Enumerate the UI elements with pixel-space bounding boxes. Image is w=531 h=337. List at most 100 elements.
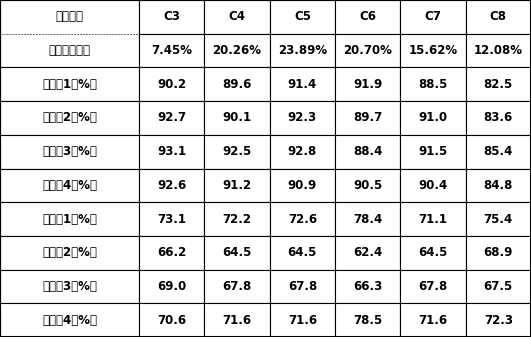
Text: 93.1: 93.1 xyxy=(157,145,186,158)
Text: 90.2: 90.2 xyxy=(157,78,186,91)
Bar xyxy=(0,135,139,168)
Text: 实施例1（%）: 实施例1（%） xyxy=(42,78,97,91)
Text: 83.6: 83.6 xyxy=(484,112,513,124)
Bar xyxy=(400,0,466,34)
Bar xyxy=(0,0,139,67)
Bar xyxy=(204,34,270,67)
Text: 90.5: 90.5 xyxy=(353,179,382,192)
Text: 89.6: 89.6 xyxy=(222,78,252,91)
Bar xyxy=(270,303,335,337)
Text: 88.4: 88.4 xyxy=(353,145,382,158)
Bar xyxy=(139,236,204,270)
Bar xyxy=(270,168,335,202)
Text: 12.08%: 12.08% xyxy=(474,44,523,57)
Text: 91.0: 91.0 xyxy=(418,112,448,124)
Bar xyxy=(335,135,400,168)
Text: 23.89%: 23.89% xyxy=(278,44,327,57)
Bar xyxy=(466,135,531,168)
Bar xyxy=(270,270,335,303)
Bar xyxy=(466,101,531,135)
Bar xyxy=(270,0,335,34)
Bar xyxy=(0,270,139,303)
Bar xyxy=(0,303,139,337)
Bar xyxy=(400,202,466,236)
Text: 71.1: 71.1 xyxy=(418,213,448,225)
Text: 20.70%: 20.70% xyxy=(343,44,392,57)
Text: 91.5: 91.5 xyxy=(418,145,448,158)
Text: 67.8: 67.8 xyxy=(288,280,317,293)
Bar xyxy=(139,34,204,67)
Text: 67.8: 67.8 xyxy=(222,280,252,293)
Text: 89.7: 89.7 xyxy=(353,112,382,124)
Text: 78.5: 78.5 xyxy=(353,314,382,327)
Bar xyxy=(204,168,270,202)
Text: C6: C6 xyxy=(359,10,376,23)
Text: 实施例2（%）: 实施例2（%） xyxy=(42,112,97,124)
Text: 68.9: 68.9 xyxy=(484,246,513,259)
Text: 92.3: 92.3 xyxy=(288,112,317,124)
Bar xyxy=(270,34,335,67)
Bar xyxy=(466,236,531,270)
Bar xyxy=(139,101,204,135)
Bar xyxy=(0,101,139,135)
Bar xyxy=(466,303,531,337)
Bar xyxy=(335,168,400,202)
Bar xyxy=(400,101,466,135)
Bar xyxy=(466,168,531,202)
Text: （不饱和烃）: （不饱和烃） xyxy=(48,44,91,57)
Text: 84.8: 84.8 xyxy=(484,179,513,192)
Bar xyxy=(0,168,139,202)
Bar xyxy=(400,236,466,270)
Bar xyxy=(0,67,139,101)
Text: 91.2: 91.2 xyxy=(222,179,252,192)
Bar xyxy=(139,67,204,101)
Text: 92.7: 92.7 xyxy=(157,112,186,124)
Bar xyxy=(466,34,531,67)
Text: 66.3: 66.3 xyxy=(353,280,382,293)
Text: 73.1: 73.1 xyxy=(157,213,186,225)
Text: C8: C8 xyxy=(490,10,507,23)
Bar xyxy=(400,303,466,337)
Bar xyxy=(335,270,400,303)
Bar xyxy=(335,303,400,337)
Bar xyxy=(466,202,531,236)
Text: 85.4: 85.4 xyxy=(484,145,513,158)
Text: 67.8: 67.8 xyxy=(418,280,448,293)
Bar xyxy=(204,67,270,101)
Bar xyxy=(270,101,335,135)
Bar xyxy=(466,0,531,34)
Text: 比较例2（%）: 比较例2（%） xyxy=(42,246,97,259)
Text: 78.4: 78.4 xyxy=(353,213,382,225)
Bar xyxy=(335,202,400,236)
Text: 91.9: 91.9 xyxy=(353,78,382,91)
Bar xyxy=(400,168,466,202)
Text: C4: C4 xyxy=(229,10,246,23)
Bar xyxy=(270,202,335,236)
Text: 64.5: 64.5 xyxy=(222,246,252,259)
Bar xyxy=(204,236,270,270)
Text: 72.2: 72.2 xyxy=(222,213,252,225)
Text: C3: C3 xyxy=(164,10,180,23)
Text: 71.6: 71.6 xyxy=(418,314,448,327)
Text: 82.5: 82.5 xyxy=(484,78,513,91)
Bar xyxy=(400,67,466,101)
Bar xyxy=(466,270,531,303)
Text: 92.6: 92.6 xyxy=(157,179,186,192)
Bar xyxy=(139,135,204,168)
Text: 实施例4（%）: 实施例4（%） xyxy=(42,179,97,192)
Text: 88.5: 88.5 xyxy=(418,78,448,91)
Bar xyxy=(400,135,466,168)
Text: 67.5: 67.5 xyxy=(484,280,513,293)
Text: 比较例1（%）: 比较例1（%） xyxy=(42,213,97,225)
Bar xyxy=(400,34,466,67)
Bar xyxy=(139,168,204,202)
Bar xyxy=(204,270,270,303)
Bar xyxy=(204,135,270,168)
Bar xyxy=(335,67,400,101)
Bar xyxy=(400,270,466,303)
Bar xyxy=(139,0,204,34)
Bar xyxy=(335,236,400,270)
Text: 69.0: 69.0 xyxy=(157,280,186,293)
Text: 比较例3（%）: 比较例3（%） xyxy=(42,280,97,293)
Text: 90.4: 90.4 xyxy=(418,179,448,192)
